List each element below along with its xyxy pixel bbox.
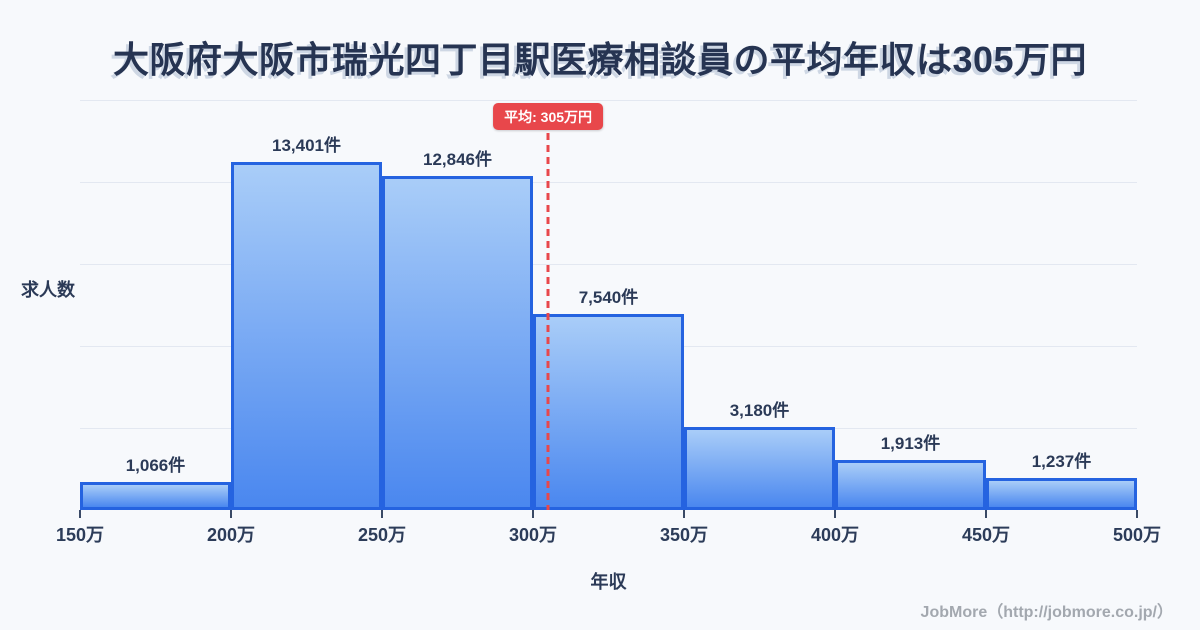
x-axis-title: 年収 <box>590 572 627 592</box>
x-axis-tick-label: 250万 <box>357 525 407 545</box>
histogram-bar <box>835 460 986 510</box>
x-axis-tick <box>683 510 685 518</box>
page-title: 大阪府大阪市瑞光四丁目駅医療相談員の平均年収は305万円 <box>112 39 1088 80</box>
average-badge: 平均: 305万円 <box>493 103 604 130</box>
histogram-bar <box>231 162 382 510</box>
y-axis-title: 求人数 <box>21 280 75 300</box>
average-line <box>546 133 550 510</box>
bar-value-label: 1,066件 <box>125 456 186 475</box>
x-axis-tick-label: 150万 <box>55 525 105 545</box>
x-axis-tick-label: 450万 <box>961 525 1011 545</box>
bar-value-label: 1,237件 <box>1031 452 1092 471</box>
histogram-bar <box>533 314 684 510</box>
x-axis-tick <box>1136 510 1138 518</box>
bar-value-label: 7,540件 <box>578 288 639 307</box>
x-axis-tick <box>532 510 534 518</box>
footer-credit: JobMore（http://jobmore.co.jp/） <box>920 604 1173 621</box>
bar-value-label: 12,846件 <box>423 150 492 169</box>
x-axis-tick-label: 400万 <box>810 525 860 545</box>
x-axis-tick <box>230 510 232 518</box>
histogram-bar <box>382 176 533 510</box>
histogram-plot: 平均: 305万円 1,066件 13,401件 12,846件 7,540件 3,18… <box>56 100 1161 545</box>
gridline <box>80 100 1137 101</box>
x-axis-tick <box>381 510 383 518</box>
histogram-bar <box>80 482 231 510</box>
gridline <box>80 182 1137 183</box>
x-axis-tick <box>79 510 81 518</box>
histogram-bar <box>684 427 835 510</box>
x-axis-tick-label: 350万 <box>659 525 709 545</box>
x-axis-tick <box>834 510 836 518</box>
x-axis-tick <box>985 510 987 518</box>
bar-value-label: 13,401件 <box>272 136 341 155</box>
x-axis-tick-label: 500万 <box>1112 525 1162 545</box>
bar-value-label: 3,180件 <box>729 401 790 420</box>
gridline <box>80 264 1137 265</box>
histogram-bar <box>986 478 1137 510</box>
x-axis-tick-label: 200万 <box>206 525 256 545</box>
bar-value-label: 1,913件 <box>880 434 941 453</box>
x-axis-tick-label: 300万 <box>508 525 558 545</box>
